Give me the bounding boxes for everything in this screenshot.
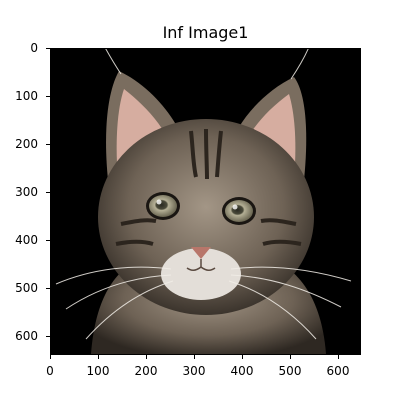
y-tick-mark <box>46 144 50 145</box>
x-tick-label: 200 <box>134 364 158 378</box>
x-tick-label: 500 <box>278 364 302 378</box>
nose <box>191 247 211 259</box>
left-eye <box>149 195 177 217</box>
fur-stripes <box>115 128 302 246</box>
y-tick-mark <box>46 240 50 241</box>
right-eye <box>225 200 253 222</box>
y-tick-label: 0 <box>30 41 38 55</box>
y-tick-label: 300 <box>15 185 38 199</box>
x-tick-label: 0 <box>46 364 54 378</box>
image-axes <box>50 48 361 355</box>
x-tick-mark <box>50 355 51 359</box>
x-tick-mark <box>194 355 195 359</box>
y-tick-mark <box>46 288 50 289</box>
y-tick-label: 200 <box>15 137 38 151</box>
cat-head <box>98 119 314 315</box>
y-tick-mark <box>46 96 50 97</box>
x-tick-mark <box>242 355 243 359</box>
x-tick-mark <box>146 355 147 359</box>
x-tick-label: 600 <box>326 364 350 378</box>
whiskers <box>55 49 352 340</box>
x-tick-label: 300 <box>182 364 206 378</box>
y-tick-mark <box>46 48 50 49</box>
figure-title: Inf Image1 <box>162 23 249 42</box>
x-tick-label: 100 <box>86 364 110 378</box>
cat-image <box>51 49 360 354</box>
y-tick-mark <box>46 336 50 337</box>
x-tick-mark <box>290 355 291 359</box>
y-tick-label: 100 <box>15 89 38 103</box>
y-tick-label: 600 <box>15 329 38 343</box>
x-tick-mark <box>338 355 339 359</box>
muzzle <box>161 248 241 300</box>
y-tick-label: 500 <box>15 281 38 295</box>
x-tick-mark <box>98 355 99 359</box>
y-tick-mark <box>46 192 50 193</box>
y-tick-label: 400 <box>15 233 38 247</box>
x-tick-label: 400 <box>230 364 254 378</box>
